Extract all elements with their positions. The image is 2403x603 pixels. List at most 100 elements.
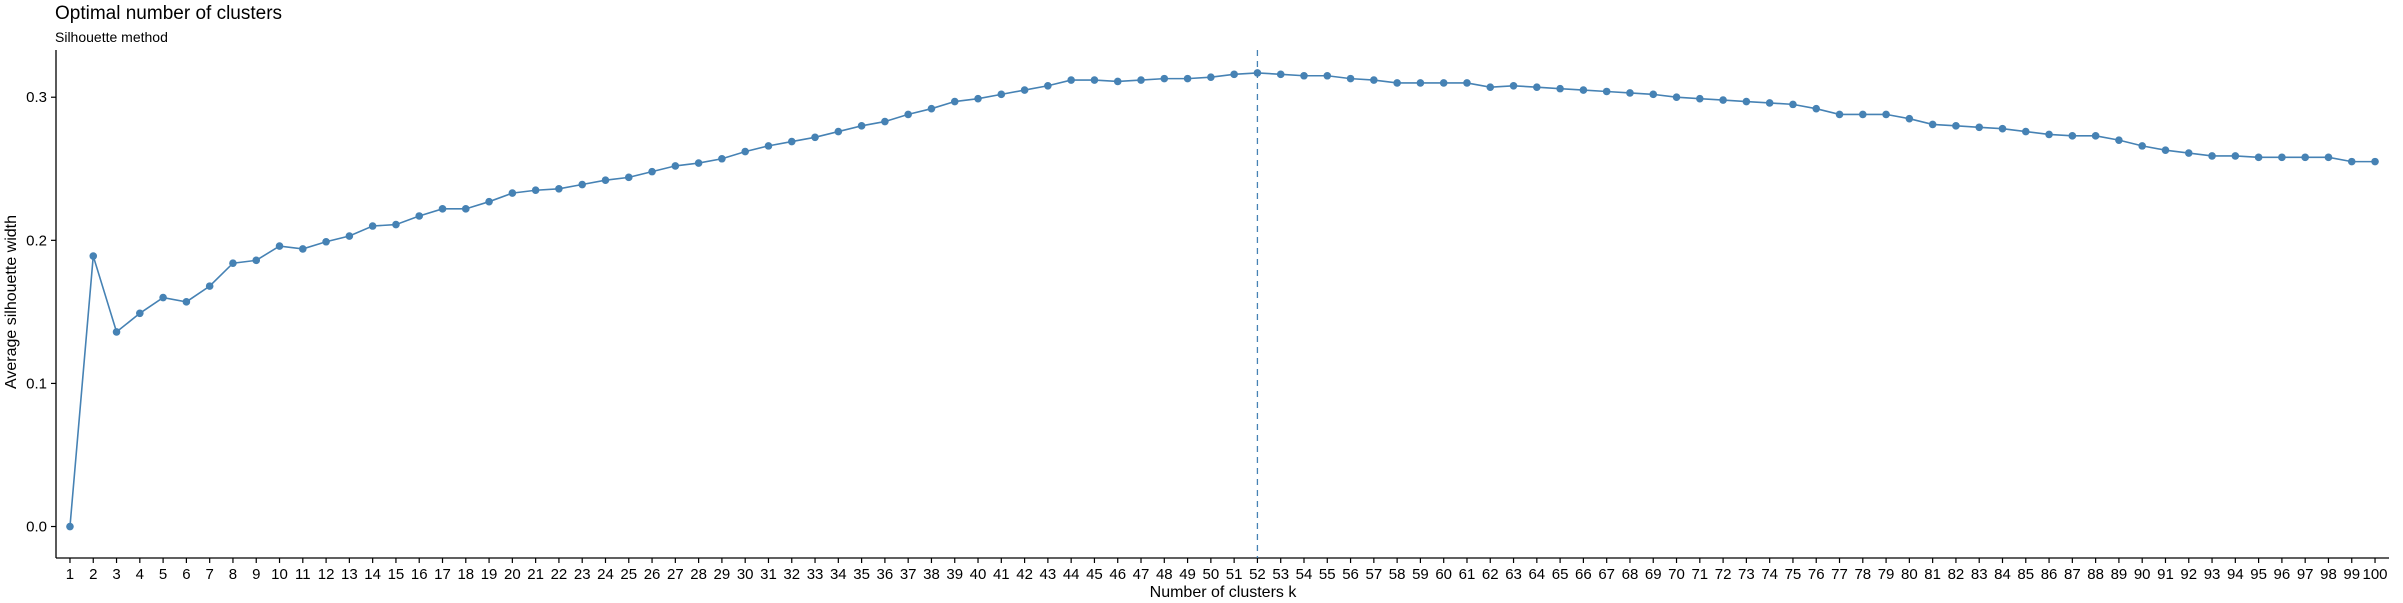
data-point	[1719, 96, 1727, 104]
data-point	[159, 293, 167, 302]
x-tick-label: 37	[900, 566, 917, 583]
data-point	[229, 259, 237, 268]
x-tick-label: 92	[2180, 566, 2197, 583]
x-tick-label: 87	[2064, 566, 2081, 583]
x-tick-label: 70	[1668, 566, 1685, 583]
data-point	[1253, 69, 1262, 77]
y-tick-label: 0.2	[26, 232, 47, 249]
data-point	[1882, 110, 1890, 119]
data-point	[2371, 157, 2379, 166]
x-tick-label: 22	[551, 566, 568, 583]
x-tick-label: 10	[271, 566, 288, 583]
data-point	[811, 133, 819, 142]
data-point	[1998, 124, 2007, 133]
data-point	[764, 142, 773, 150]
x-tick-label: 83	[1971, 566, 1988, 583]
x-tick-label: 75	[1785, 566, 1802, 583]
data-point	[508, 189, 517, 197]
data-point	[578, 180, 587, 189]
data-point	[1602, 87, 1611, 96]
x-tick-label: 40	[970, 566, 987, 583]
data-point	[1207, 73, 1215, 81]
data-point	[1765, 99, 1774, 107]
data-point	[182, 298, 191, 306]
x-tick-label: 43	[1040, 566, 1057, 583]
data-point	[1370, 76, 1378, 84]
x-tick-label: 64	[1528, 566, 1545, 583]
x-tick-label: 27	[667, 566, 684, 583]
x-tick-label: 89	[2111, 566, 2128, 583]
x-tick-label: 76	[1808, 566, 1825, 583]
data-point	[2068, 132, 2077, 140]
data-point	[2254, 153, 2263, 162]
data-point	[2301, 153, 2309, 162]
data-point	[485, 197, 493, 206]
x-tick-label: 13	[341, 566, 358, 583]
x-tick-label: 69	[1645, 566, 1662, 583]
x-tick-label: 15	[388, 566, 405, 583]
x-tick-label: 91	[2157, 566, 2174, 583]
x-tick-label: 81	[1924, 566, 1941, 583]
x-tick-label: 72	[1715, 566, 1732, 583]
x-tick-label: 58	[1389, 566, 1406, 583]
x-tick-label: 21	[527, 566, 544, 583]
x-tick-label: 56	[1342, 566, 1359, 583]
y-tick-label: 0.3	[26, 89, 47, 106]
x-tick-label: 17	[434, 566, 451, 583]
data-point	[2324, 153, 2333, 162]
data-point	[2021, 127, 2030, 136]
data-point	[2161, 146, 2170, 154]
data-point	[66, 522, 74, 531]
x-tick-label: 30	[737, 566, 754, 583]
data-point	[1346, 74, 1355, 83]
x-tick-label: 2	[89, 566, 97, 583]
x-tick-label: 19	[481, 566, 498, 583]
x-tick-label: 20	[504, 566, 521, 583]
x-tick-label: 61	[1459, 566, 1476, 583]
x-tick-label: 77	[1831, 566, 1848, 583]
x-tick-label: 42	[1016, 566, 1033, 583]
data-point	[1812, 104, 1821, 113]
data-point	[415, 212, 424, 220]
x-tick-label: 79	[1878, 566, 1895, 583]
data-point	[1556, 84, 1564, 93]
x-tick-label: 12	[318, 566, 335, 583]
x-tick-label: 96	[2274, 566, 2291, 583]
x-tick-label: 31	[760, 566, 777, 583]
data-point	[2347, 157, 2356, 166]
data-point	[322, 237, 330, 246]
data-point	[1509, 81, 1518, 90]
data-point	[392, 220, 400, 229]
data-point	[787, 137, 796, 146]
data-point	[904, 110, 912, 119]
data-point	[2184, 149, 2193, 157]
x-tick-label: 33	[807, 566, 824, 583]
x-tick-label: 62	[1482, 566, 1499, 583]
x-tick-label: 39	[946, 566, 963, 583]
x-tick-label: 18	[457, 566, 474, 583]
x-tick-label: 35	[853, 566, 870, 583]
x-tick-label: 6	[182, 566, 190, 583]
data-point	[1416, 79, 1425, 87]
y-tick-label: 0.0	[26, 519, 47, 536]
data-point	[881, 117, 889, 126]
data-point	[1905, 114, 1914, 123]
chart-title: Optimal number of clusters	[55, 3, 282, 24]
x-tick-label: 88	[2087, 566, 2104, 583]
x-tick-label: 48	[1156, 566, 1173, 583]
data-point	[671, 162, 680, 170]
x-tick-label: 34	[830, 566, 847, 583]
data-point	[2045, 130, 2053, 139]
x-tick-label: 82	[1948, 566, 1965, 583]
data-point	[1230, 70, 1238, 79]
data-point	[950, 97, 959, 106]
data-point	[1835, 110, 1844, 119]
x-tick-label: 46	[1109, 566, 1126, 583]
x-tick-label: 95	[2250, 566, 2267, 583]
x-tick-label: 38	[923, 566, 940, 583]
x-tick-label: 98	[2320, 566, 2337, 583]
data-point	[601, 176, 610, 185]
data-point	[741, 147, 749, 156]
x-tick-label: 94	[2227, 566, 2244, 583]
